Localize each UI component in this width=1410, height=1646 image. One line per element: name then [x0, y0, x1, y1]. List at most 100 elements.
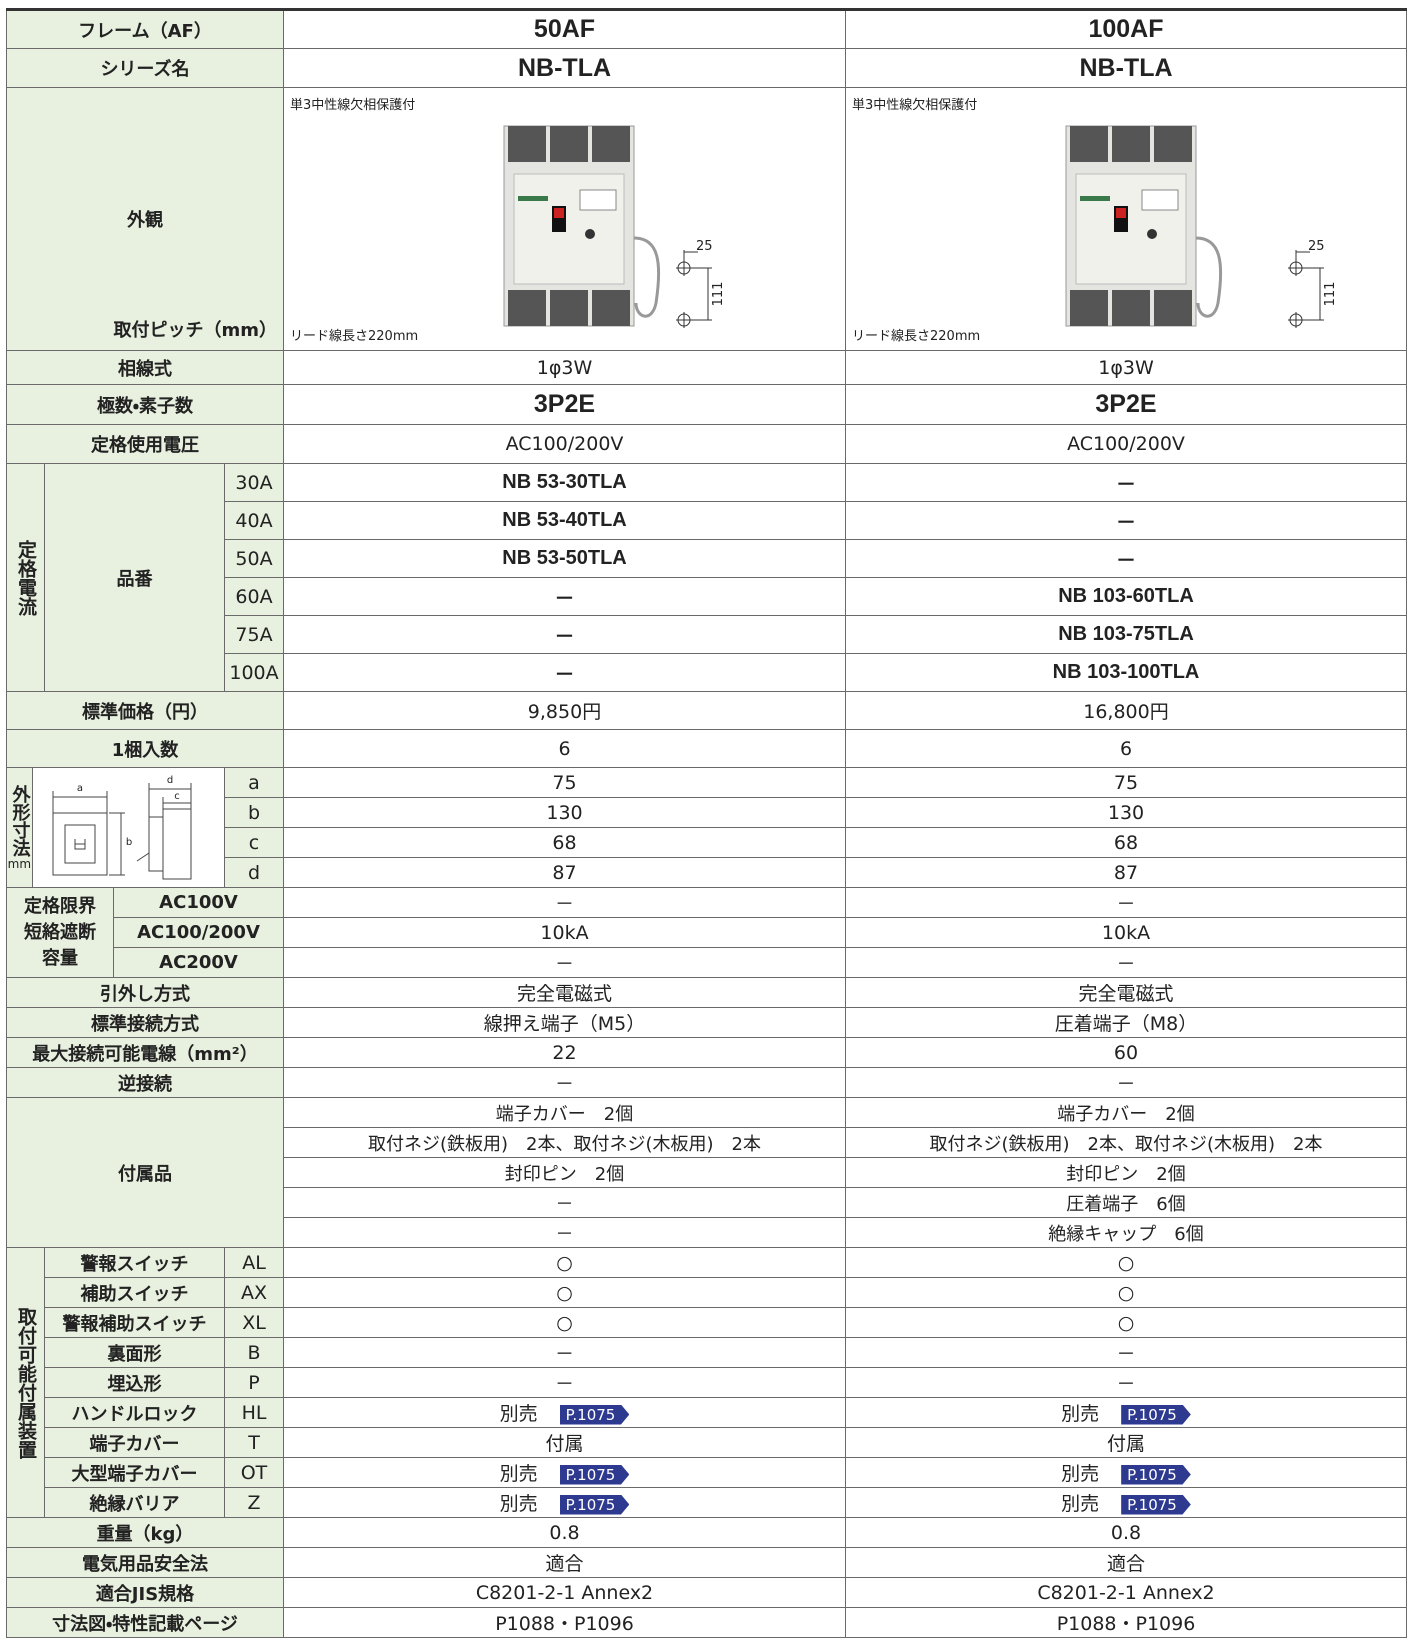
cell-value: 87 [845, 857, 1407, 888]
row-label: 引外し方式 [6, 977, 284, 1008]
table-row: 標準接続方式 線押え端子（M5） 圧着端子（M8） [6, 1007, 1407, 1038]
cell-value: 87 [283, 857, 846, 888]
table-row: 寸法図・特性記載ページ P1088・P1096 P1088・P1096 [6, 1607, 1407, 1638]
cell-value: 取付ネジ(鉄板用) 2本、取付ネジ(木板用) 2本 [283, 1127, 846, 1158]
cell-value: NB-TLA [283, 48, 846, 88]
table-row: 相線式 1φ3W 1φ3W [6, 350, 1407, 385]
amps: 30A [224, 463, 284, 502]
cell-value: － [845, 1337, 1407, 1368]
table-row: b 130 130 [7, 797, 1407, 828]
cell-value: 10kA [283, 917, 846, 948]
cell-value: 3P2E [845, 384, 1407, 425]
cell-value: 端子カバー 2個 [845, 1097, 1407, 1128]
table-row: 逆接続－－ [6, 1067, 1407, 1098]
table-row: 75A － NB 103-75TLA [7, 615, 1407, 654]
cell-value: 付属 [283, 1427, 846, 1458]
row-label: 警報スイッチ [44, 1247, 225, 1278]
table-row: フレーム（AF） 50AF 100AF [6, 9, 1407, 49]
row-label: 相線式 [6, 350, 284, 385]
table-row: 電気用品安全法 適合 適合 [6, 1547, 1407, 1578]
outline-diagram: a b cd [52, 775, 192, 879]
cell-value: ○ [283, 1277, 846, 1308]
cell-value: NB 53-50TLA [283, 539, 846, 578]
code: Z [224, 1487, 284, 1518]
value-text: 別売 [499, 1463, 538, 1485]
table-row: －圧着端子 6個 [7, 1187, 1407, 1218]
table-row: 適合JIS規格 C8201-2-1 Annex2 C8201-2-1 Annex2 [6, 1577, 1407, 1608]
table-row: シリーズ名 NB-TLA NB-TLA [6, 48, 1407, 88]
group-label: 定格限界 短絡遮断 容量 [6, 887, 114, 978]
cell-value: 6 [845, 729, 1407, 768]
badge[interactable]: P.1075 [559, 1404, 630, 1425]
row-label: シリーズ名 [6, 48, 284, 88]
code: XL [224, 1307, 284, 1338]
diagram-label: c [174, 791, 180, 802]
row-label: 警報補助スイッチ [44, 1307, 225, 1338]
table-row: 重量（kg） 0.8 0.8 [6, 1517, 1407, 1548]
diagram-label: a [77, 783, 83, 794]
code: AX [224, 1277, 284, 1308]
cell-value: 130 [845, 797, 1407, 828]
row-label: AC200V [113, 947, 284, 978]
cell-value: 別売 P.1075 [283, 1397, 846, 1428]
cell-value: － [283, 615, 846, 654]
badge[interactable]: P.1075 [1121, 1404, 1191, 1425]
cell-value: AC100/200V [283, 424, 846, 464]
table-row: 50A NB 53-50TLA － [7, 539, 1407, 578]
row-label: 電気用品安全法 [6, 1547, 284, 1578]
table-row: 40A NB 53-40TLA － [7, 501, 1407, 540]
group-text: 定格電流 [15, 539, 37, 616]
lead-note: リード線長さ220mm [852, 329, 981, 344]
cell-value: P1088・P1096 [283, 1607, 846, 1638]
code: T [224, 1427, 284, 1458]
row-label: 外観 取付ピッチ（mm） [6, 87, 284, 351]
table-row: 定格使用電圧 AC100/200V AC100/200V [6, 424, 1407, 464]
table-row: 定格電流 品番 30A NB 53-30TLA － [6, 463, 1407, 692]
diagram-label: d [167, 775, 173, 786]
table-row: 取付ネジ(鉄板用) 2本、取付ネジ(木板用) 2本 取付ネジ(鉄板用) 2本、取付… [7, 1127, 1407, 1158]
breaker [1065, 125, 1223, 327]
value-text: 別売 [499, 1493, 538, 1515]
cell-value: 68 [283, 827, 846, 858]
badge[interactable]: P.1075 [559, 1494, 630, 1515]
row-label: AC100V [113, 887, 284, 918]
cell-value: 圧着端子（M8） [845, 1007, 1407, 1038]
cell-value: 9,850円 [283, 691, 846, 730]
cell-value: － [845, 947, 1407, 978]
cell-value: 絶縁キャップ 6個 [845, 1217, 1407, 1248]
pitch-height: 111 [1323, 282, 1338, 307]
amps: 75A [224, 615, 284, 654]
badge[interactable]: P.1075 [1121, 1464, 1191, 1485]
cell-value: － [283, 1217, 846, 1248]
table-row: 警報補助スイッチ XL ○ ○ [7, 1307, 1407, 1338]
badge[interactable]: P.1075 [1121, 1494, 1191, 1515]
group-line: 定格限界 [24, 895, 96, 917]
cell-value: 完全電磁式 [283, 977, 846, 1008]
cell-value: NB 53-30TLA [283, 463, 846, 502]
cell-value: 端子カバー 2個 [283, 1097, 846, 1128]
row-label: 品番 [44, 463, 225, 692]
dimension-key: d [224, 857, 284, 888]
appearance-wrap: 25 111 単3中性線欠相保護付 リード線長さ220mm [285, 89, 845, 350]
cell-value: NB 53-40TLA [283, 501, 846, 540]
row-label: 定格使用電圧 [6, 424, 284, 464]
table-row: 定格限界 短絡遮断 容量 AC100V －－ [6, 887, 1407, 978]
pitch-height: 111 [711, 282, 726, 307]
table-row: AC200V －－ [7, 947, 1407, 978]
badge[interactable]: P.1075 [559, 1464, 630, 1485]
cell-value: 50AF [283, 9, 846, 49]
cell-value: 付属 [845, 1427, 1407, 1458]
table-row: AC100/200V 10kA 10kA [7, 917, 1407, 948]
cell-value: － [845, 463, 1407, 502]
row-label: 寸法図・特性記載ページ [6, 1607, 284, 1638]
cell-value: 別売 P.1075 [283, 1487, 846, 1518]
cell-value: ○ [283, 1307, 846, 1338]
cell-value: － [845, 1367, 1407, 1398]
product-image: 25 111 [1065, 125, 1338, 328]
table-row: 60A － NB 103-60TLA [7, 577, 1407, 616]
table-row: 1梱入数 6 6 [6, 729, 1407, 768]
group-text: 外形寸法 [9, 784, 31, 857]
cell-value: AC100/200V [845, 424, 1407, 464]
cell-value: 1φ3W [283, 350, 846, 385]
